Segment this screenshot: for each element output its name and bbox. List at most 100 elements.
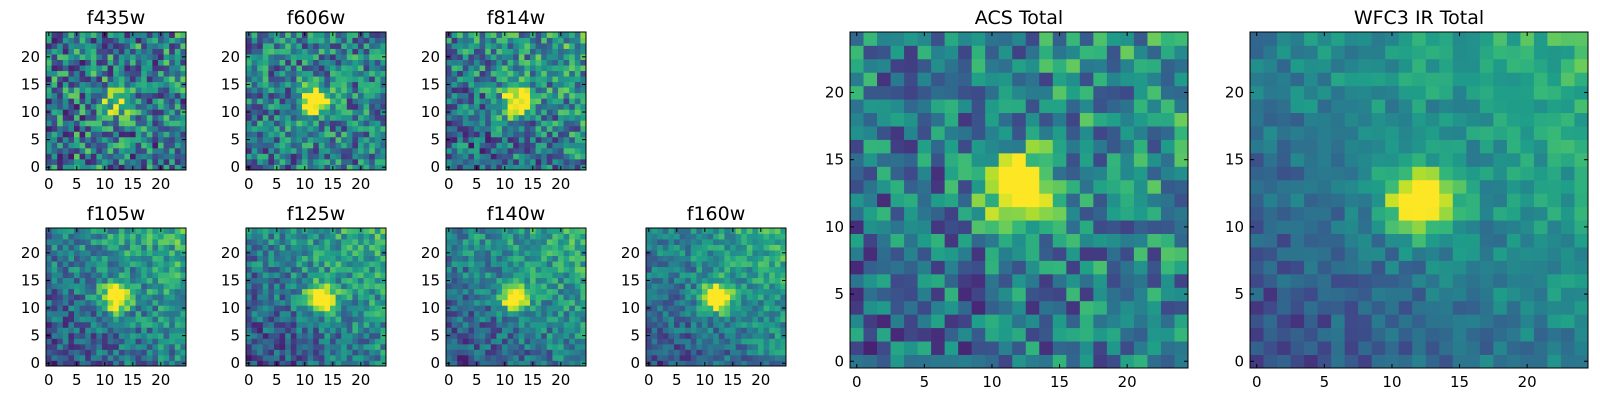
heatmap-cell [546,43,553,49]
heatmap-cell [485,147,492,154]
heatmap-cell [558,87,564,94]
x-tick-label: 20 [551,175,570,193]
heatmap-cell [507,266,514,273]
heatmap-cell [174,354,181,361]
heatmap-cell [74,321,80,328]
heatmap-cell [318,272,325,279]
heatmap-cell [324,305,331,312]
heatmap-cell [102,125,108,132]
heatmap-cell [724,349,731,356]
heatmap-cell [490,283,497,290]
heatmap-cell [702,349,708,356]
heatmap-cell [541,125,548,132]
heatmap-cell [877,233,891,248]
heatmap-cell [651,332,658,339]
heatmap-cell [1052,273,1067,288]
heatmap-cell [363,250,370,256]
heatmap-cell [535,244,542,251]
heatmap-cell [574,142,581,149]
heatmap-cell [346,153,353,160]
heatmap-cell [496,70,503,77]
heatmap-cell [674,261,680,268]
heatmap-cell [971,273,986,288]
heatmap-cell [569,81,576,88]
heatmap-cell [124,43,131,49]
heatmap-cell [169,349,176,356]
x-tick-label: 0 [44,175,54,193]
heatmap-cell [324,277,331,284]
axes-frame [445,227,587,367]
heatmap-cell [51,125,58,132]
heatmap-cell [490,321,497,328]
heatmap-cell [574,103,581,110]
heatmap-cell [468,54,475,60]
heatmap-cell [318,81,325,88]
heatmap-cell [735,261,742,268]
heatmap-cell [57,266,64,273]
heatmap-cell [363,131,370,138]
heatmap-cell [890,233,905,248]
heatmap-cell [1012,206,1027,221]
heatmap-cell [931,72,946,87]
heatmap-cell [335,70,342,77]
heatmap-cell [541,76,548,83]
heatmap-cell [518,142,525,149]
heatmap-cell [718,294,725,301]
heatmap-cell [374,76,381,83]
heatmap-cell [524,153,531,160]
heatmap-cell [904,233,918,248]
heatmap-cell [62,92,69,99]
heatmap-cell [113,114,120,121]
heatmap-cell [57,98,64,105]
heatmap-cell [180,255,187,262]
heatmap-cell [535,37,542,44]
heatmap-cell [363,261,370,268]
heatmap-cell [674,250,680,256]
heatmap-cell [741,266,748,273]
heatmap-cell [563,255,570,262]
heatmap-cell [662,239,669,245]
heatmap-cell [535,114,542,121]
heatmap-cell [971,166,986,181]
heatmap-cell [468,103,475,110]
heatmap-cell [141,349,148,356]
heatmap-cell [662,349,669,356]
heatmap-cell [346,76,353,83]
heatmap-cell [685,321,692,328]
heatmap-cell [468,142,475,149]
heatmap-cell [79,332,86,339]
heatmap-cell [274,261,280,268]
heatmap-cell [944,179,959,194]
heatmap-cell [341,158,348,165]
heatmap-cell [130,266,136,273]
heatmap-cell [904,166,918,181]
heatmap-cell [90,114,97,121]
heatmap-cell [735,332,742,339]
heatmap-cell [152,87,159,94]
heatmap-cell [141,283,148,290]
heatmap-cell [446,59,452,66]
heatmap-cell [558,255,564,262]
heatmap-cell [502,103,508,110]
heatmap-cell [524,32,531,38]
heatmap-cell [107,142,114,149]
heatmap-cell [85,338,92,345]
heatmap-cell [358,92,364,99]
heatmap-cell [513,277,520,284]
heatmap-cell [163,37,170,44]
heatmap-cell [904,341,918,355]
heatmap-cell [307,239,314,245]
heatmap-cell [580,43,587,49]
heatmap-cell [358,81,364,88]
heatmap-cell [752,288,759,295]
heatmap-cell [285,228,292,234]
heatmap-cell [152,310,159,317]
heatmap-cell [485,354,492,361]
heatmap-cell [318,54,325,60]
heatmap-cell [113,70,120,77]
heatmap-cell [707,338,714,345]
heatmap-cell [302,261,308,268]
heatmap-cell [130,277,136,284]
heatmap-cell [574,299,581,306]
heatmap-cell [563,349,570,356]
